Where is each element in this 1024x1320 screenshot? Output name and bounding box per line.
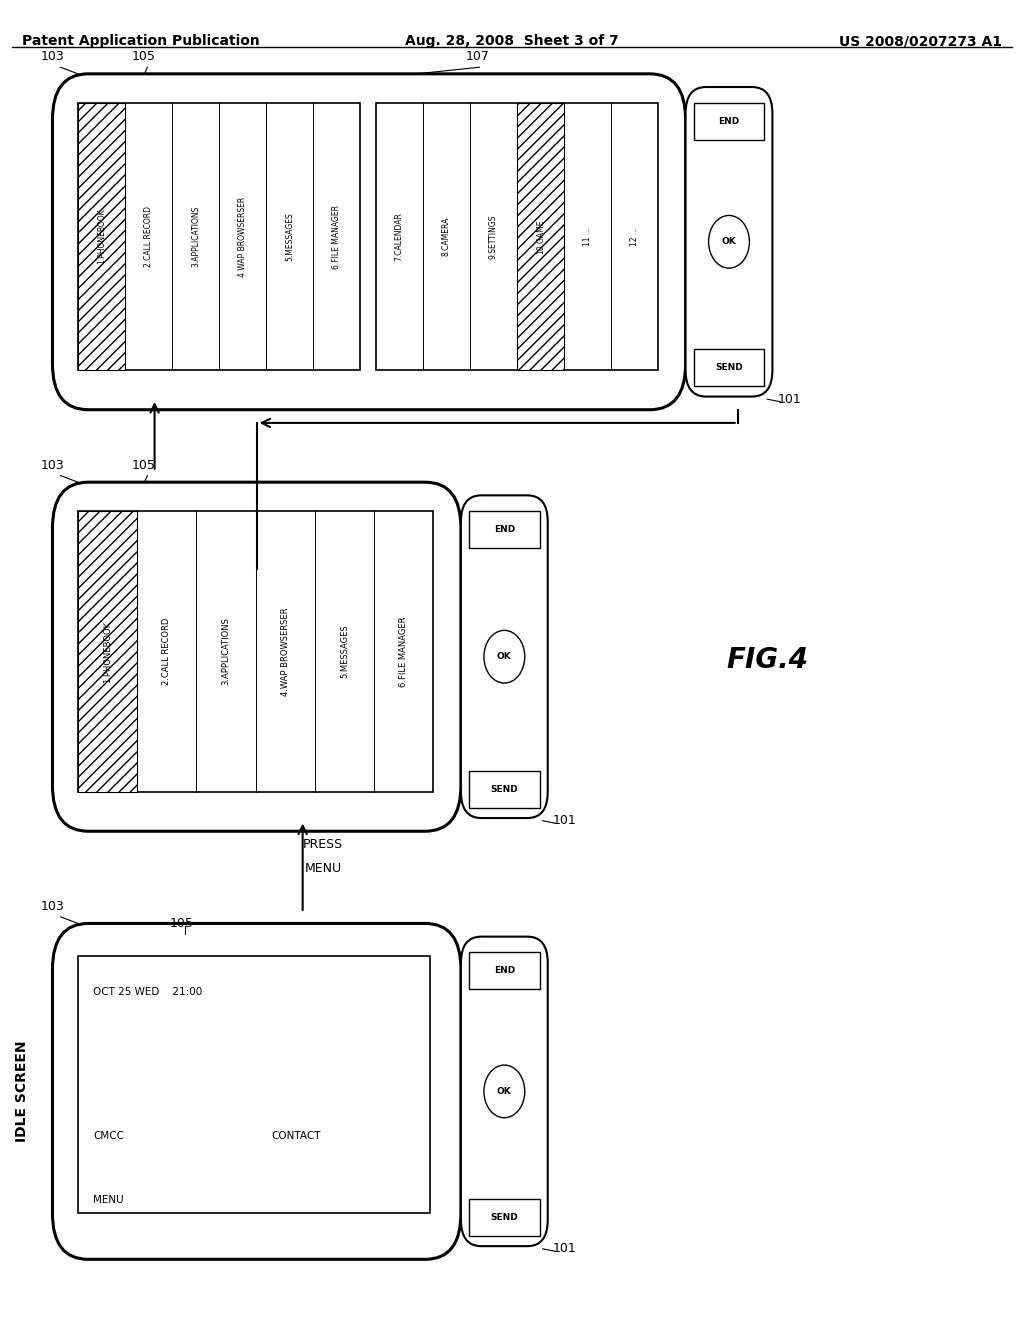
Text: 10.GAME: 10.GAME	[536, 219, 545, 253]
Text: 12 ...: 12 ...	[630, 227, 639, 246]
Text: 4.WAP BROWSERSER: 4.WAP BROWSERSER	[239, 197, 247, 277]
Circle shape	[484, 631, 524, 682]
Bar	[694, 103, 764, 140]
Text: 105: 105	[170, 917, 194, 931]
Text: 6.FILE MANAGER: 6.FILE MANAGER	[399, 616, 409, 686]
Bar	[376, 103, 658, 370]
Bar	[694, 348, 764, 385]
FancyBboxPatch shape	[686, 87, 772, 396]
Bar	[78, 511, 433, 792]
Text: 8.CAMERA: 8.CAMERA	[441, 216, 451, 256]
Text: END: END	[719, 116, 739, 125]
FancyBboxPatch shape	[461, 937, 548, 1246]
Bar	[78, 957, 430, 1213]
Text: Patent Application Publication: Patent Application Publication	[22, 34, 259, 49]
Text: 6.FILE MANAGER: 6.FILE MANAGER	[333, 205, 341, 268]
FancyBboxPatch shape	[52, 482, 461, 832]
Bar	[469, 953, 540, 989]
Text: 11 ...: 11 ...	[583, 227, 592, 246]
Text: 103: 103	[40, 50, 63, 63]
FancyBboxPatch shape	[461, 495, 548, 818]
Text: 101: 101	[553, 1242, 577, 1255]
Text: 107: 107	[466, 50, 489, 63]
Text: END: END	[494, 525, 515, 535]
Text: Aug. 28, 2008  Sheet 3 of 7: Aug. 28, 2008 Sheet 3 of 7	[406, 34, 618, 49]
Text: 1.PHONEBOOK: 1.PHONEBOOK	[97, 209, 106, 264]
Text: US 2008/0207273 A1: US 2008/0207273 A1	[840, 34, 1002, 49]
Text: 103: 103	[40, 900, 63, 913]
Text: FIG.4: FIG.4	[726, 645, 808, 675]
Text: 5.MESSAGES: 5.MESSAGES	[340, 624, 349, 678]
Text: 2.CALL RECORD: 2.CALL RECORD	[144, 206, 153, 267]
FancyBboxPatch shape	[52, 74, 686, 409]
Text: 103: 103	[40, 458, 63, 471]
Text: 101: 101	[553, 814, 577, 828]
Text: PRESS: PRESS	[303, 838, 343, 851]
Bar	[78, 511, 137, 792]
Circle shape	[709, 215, 750, 268]
Text: MENU: MENU	[304, 862, 342, 875]
Text: OK: OK	[497, 1086, 512, 1096]
Text: END: END	[494, 966, 515, 975]
Text: IDLE SCREEN: IDLE SCREEN	[14, 1040, 29, 1142]
Text: 2.CALL RECORD: 2.CALL RECORD	[163, 618, 171, 685]
Text: 3.APPLICATIONS: 3.APPLICATIONS	[221, 618, 230, 685]
Text: SEND: SEND	[490, 784, 518, 793]
Text: SEND: SEND	[490, 1213, 518, 1222]
Bar	[469, 1199, 540, 1236]
Text: MENU: MENU	[93, 1195, 124, 1205]
Text: CMCC: CMCC	[93, 1131, 124, 1140]
Text: 9.SETTINGS: 9.SETTINGS	[488, 214, 498, 259]
Text: 3.APPLICATIONS: 3.APPLICATIONS	[191, 206, 200, 267]
Text: OK: OK	[497, 652, 512, 661]
Bar	[78, 103, 125, 370]
Circle shape	[484, 1065, 524, 1118]
Text: OK: OK	[722, 238, 736, 247]
Text: 105: 105	[132, 50, 156, 63]
Text: SEND: SEND	[715, 363, 742, 372]
Bar	[78, 103, 360, 370]
Text: 5.MESSAGES: 5.MESSAGES	[286, 213, 294, 261]
Text: 7.CALENDAR: 7.CALENDAR	[394, 213, 403, 261]
Bar	[517, 103, 564, 370]
FancyBboxPatch shape	[52, 924, 461, 1259]
Text: OCT 25 WED    21:00: OCT 25 WED 21:00	[93, 987, 203, 997]
Text: 4.WAP BROWSERSER: 4.WAP BROWSERSER	[281, 607, 290, 696]
Text: 105: 105	[132, 458, 156, 471]
Bar	[469, 771, 540, 808]
Bar	[469, 511, 540, 548]
Text: 101: 101	[777, 393, 801, 405]
Text: CONTACT: CONTACT	[271, 1131, 322, 1140]
Text: 1.PHONEBOOK: 1.PHONEBOOK	[103, 620, 112, 682]
